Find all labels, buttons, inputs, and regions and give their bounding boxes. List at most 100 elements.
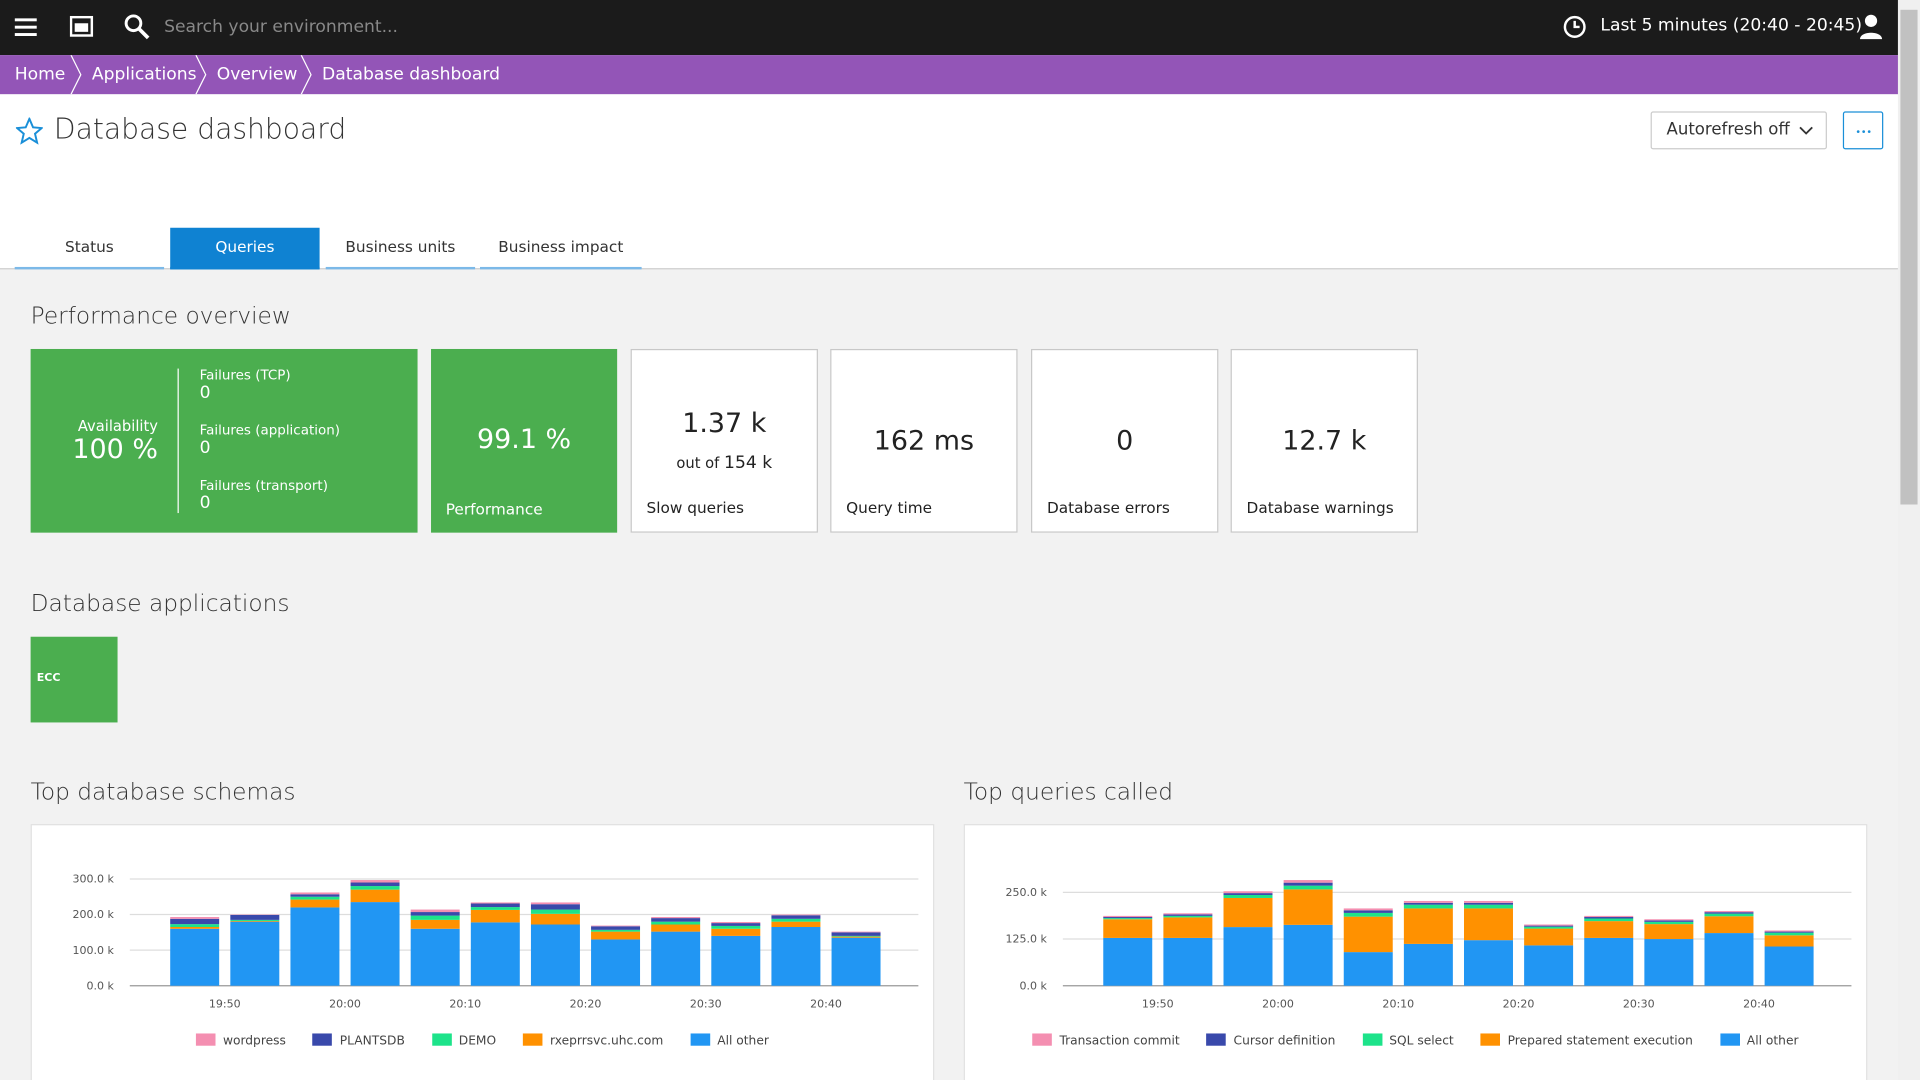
kpi-tile[interactable]: 162 ms Query time xyxy=(830,348,1018,533)
bar-segment xyxy=(410,915,460,920)
user-icon[interactable] xyxy=(1859,13,1883,40)
scrollbar[interactable] xyxy=(1897,0,1920,1080)
clock-icon xyxy=(1563,15,1586,38)
bar-segment xyxy=(711,923,761,926)
kpi-value: 162 ms xyxy=(873,426,975,457)
bar-segment xyxy=(1343,908,1393,911)
legend-swatch xyxy=(1206,1033,1227,1046)
bar-segment xyxy=(1343,952,1393,986)
bar-segment xyxy=(1464,902,1513,905)
availability-tile[interactable]: Availability 100 % Failures (TCP) 0 Fail… xyxy=(30,348,418,533)
bar-segment xyxy=(1103,915,1153,918)
legend-label: All other xyxy=(717,1034,769,1049)
kpi-label: Database warnings xyxy=(1246,498,1394,517)
legend-item: PLANTSDB xyxy=(312,1033,405,1048)
favorite-star[interactable] xyxy=(15,117,43,145)
bar-segment xyxy=(350,882,400,887)
tab[interactable]: Business units xyxy=(325,228,476,270)
search-input[interactable]: Search your environment... xyxy=(164,17,398,37)
apps-icon[interactable] xyxy=(69,15,94,38)
kpi-tile[interactable]: 99.1 % Performance xyxy=(431,348,618,533)
bar-segment xyxy=(711,928,761,936)
breadcrumb[interactable]: Home xyxy=(14,64,66,85)
failure-label: Failures (application) xyxy=(199,422,341,439)
bar-segment xyxy=(1524,925,1574,927)
bar-segment xyxy=(771,926,821,986)
breadcrumb[interactable]: Applications xyxy=(91,64,197,85)
breadcrumbs: Home Applications Overview Database dash… xyxy=(0,55,1898,95)
bar-segment xyxy=(350,889,400,903)
bar-segment xyxy=(530,909,580,914)
bar-segment xyxy=(470,903,520,908)
bar-segment xyxy=(831,931,881,933)
bar-segment xyxy=(591,929,641,932)
bar-segment xyxy=(290,899,340,908)
legend-label: DEMO xyxy=(458,1034,497,1049)
bar-segment xyxy=(591,931,641,940)
bar-segment xyxy=(1464,904,1513,909)
tab[interactable]: Business impact xyxy=(480,228,642,270)
chart-title: Top database schemas xyxy=(30,778,296,806)
bar-segment xyxy=(711,925,761,929)
bar-segment xyxy=(651,917,701,919)
kpi-label: Query time xyxy=(846,498,933,517)
kpi-tile[interactable]: 1.37 k out of 154 k Slow queries xyxy=(630,348,818,533)
bar-segment xyxy=(470,909,520,923)
bar-segment xyxy=(1764,932,1814,936)
bar-segment xyxy=(771,918,821,922)
dots xyxy=(1856,130,1871,133)
bar-segment xyxy=(1223,927,1273,986)
x-tick-label: 20:10 xyxy=(1382,998,1414,1011)
bar-segment xyxy=(1223,894,1273,898)
app-tile[interactable]: ECC xyxy=(30,636,118,723)
bar-segment xyxy=(530,904,580,910)
search-icon[interactable] xyxy=(124,13,151,40)
bar-segment xyxy=(1644,924,1694,940)
bar-segment xyxy=(290,907,340,986)
bar-segment xyxy=(1464,900,1513,903)
chart: 0.0 k 100.0 k 200.0 k 300.0 k 19:50 20:00 20:1… xyxy=(72,873,919,1011)
autorefresh-label: Autorefresh off xyxy=(1666,120,1790,140)
tab[interactable]: Queries xyxy=(170,227,320,270)
bar-segment xyxy=(170,926,220,929)
bar-segment xyxy=(1103,917,1153,919)
bar-segment xyxy=(1403,900,1453,903)
tab[interactable]: Status xyxy=(14,228,165,270)
timeframe[interactable]: Last 5 minutes (20:40 - 20:45) xyxy=(1600,15,1863,36)
bar-segment xyxy=(1163,917,1213,938)
autorefresh-dropdown[interactable]: Autorefresh off xyxy=(1650,111,1827,150)
more-button[interactable] xyxy=(1842,111,1884,150)
bar-segment xyxy=(831,935,881,937)
bar-segment xyxy=(591,939,641,986)
bar-segment xyxy=(651,918,701,922)
bar-segment xyxy=(771,921,821,927)
bar-segment xyxy=(1283,924,1333,986)
chart-panel: 0.0 k 125.0 k 250.0 k 19:50 20:00 20:10 20:20 2… xyxy=(963,824,1868,1080)
x-tick-label: 20:10 xyxy=(449,998,481,1011)
legend-item: wordpress xyxy=(196,1033,286,1048)
bar-segment xyxy=(1163,937,1213,986)
bar-segment xyxy=(470,922,520,986)
bar-segment xyxy=(1704,933,1754,986)
page-title: Database dashboard xyxy=(53,113,347,146)
bar-segment xyxy=(1644,939,1694,986)
kpi-tile[interactable]: 0 Database errors xyxy=(1031,348,1219,533)
menu-icon[interactable] xyxy=(14,16,39,38)
legend-item: Transaction commit xyxy=(1032,1033,1180,1048)
bar-segment xyxy=(1343,910,1393,913)
bar-segment xyxy=(290,896,340,900)
breadcrumb[interactable]: Overview xyxy=(216,64,298,85)
top-bar: Search your environment... Last 5 minute… xyxy=(0,0,1898,56)
kpi-value: 1.37 k xyxy=(682,408,767,440)
bar-segment xyxy=(1283,885,1333,890)
bar-segment xyxy=(230,914,280,920)
legend-label: All other xyxy=(1746,1034,1799,1049)
kpi-tile[interactable]: 12.7 k Database warnings xyxy=(1230,348,1418,533)
bar-segment xyxy=(170,928,220,986)
bar-segment xyxy=(1464,908,1513,941)
bar-segment xyxy=(290,892,340,895)
bar-segment xyxy=(1103,937,1153,986)
scroll-thumb[interactable] xyxy=(1900,9,1918,505)
header: Database dashboard Autorefresh off Statu… xyxy=(0,94,1898,270)
